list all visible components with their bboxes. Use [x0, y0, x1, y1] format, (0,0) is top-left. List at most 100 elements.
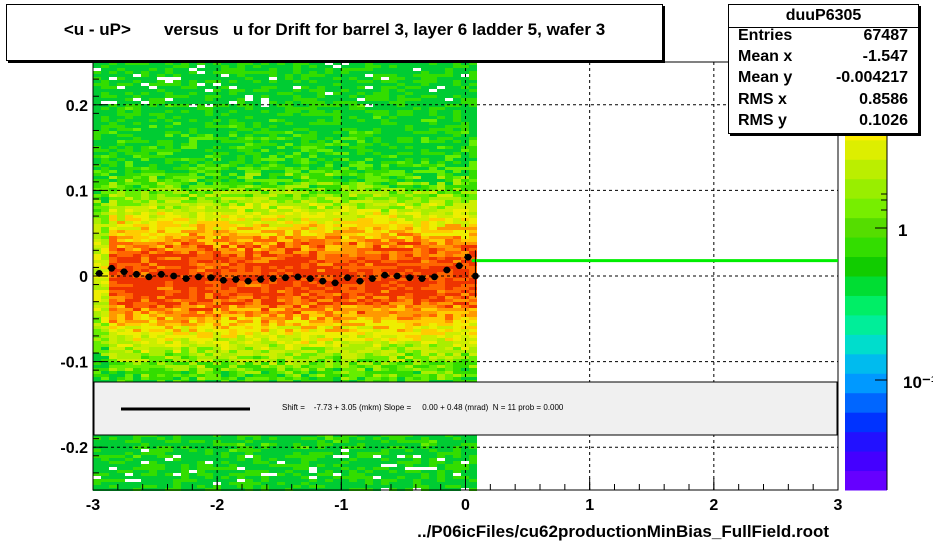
heat-cell — [365, 272, 373, 275]
heat-cell — [389, 278, 397, 281]
heat-cell — [389, 95, 397, 98]
heat-cell — [317, 296, 325, 299]
heat-cell — [141, 71, 149, 74]
heat-cell — [453, 299, 461, 302]
heat-cell — [277, 83, 285, 86]
heat-cell — [349, 335, 357, 338]
heat-cell — [93, 335, 101, 338]
heat-cell — [245, 347, 253, 350]
heat-cell — [397, 68, 405, 71]
heat-cell — [373, 317, 381, 320]
heat-cell — [149, 374, 157, 377]
heat-cell — [469, 68, 477, 71]
heat-cell — [317, 317, 325, 320]
heat-cell — [437, 233, 445, 236]
heat-cell — [181, 365, 189, 368]
heat-cell — [357, 185, 365, 188]
heat-cell — [373, 110, 381, 113]
heat-cell — [165, 209, 173, 212]
heat-cell — [181, 239, 189, 242]
heat-cell — [141, 188, 149, 191]
heat-cell — [197, 224, 205, 227]
heat-cell — [205, 308, 213, 311]
heat-cell — [237, 338, 245, 341]
heat-cell — [341, 179, 349, 182]
heat-cell — [117, 161, 125, 164]
heat-cell — [421, 128, 429, 131]
heat-cell — [325, 98, 333, 101]
heat-cell — [245, 92, 253, 95]
heat-cell — [389, 74, 397, 77]
heat-cell — [429, 191, 437, 194]
heat-cell — [109, 272, 117, 275]
heat-cell — [469, 206, 477, 209]
heat-cell — [181, 266, 189, 269]
heat-cell — [373, 161, 381, 164]
heat-cell — [165, 128, 173, 131]
heat-cell — [125, 209, 133, 212]
heat-cell — [469, 122, 477, 125]
heat-cell — [357, 74, 365, 77]
heat-cell — [181, 104, 189, 107]
heat-cell — [413, 218, 421, 221]
heat-cell — [141, 338, 149, 341]
heat-cell — [453, 191, 461, 194]
heat-cell — [469, 254, 477, 257]
heat-cell — [157, 134, 165, 137]
heat-cell — [365, 251, 373, 254]
heat-cell — [445, 254, 453, 257]
heat-cell — [301, 131, 309, 134]
heat-cell — [405, 368, 413, 371]
heat-cell — [133, 65, 141, 68]
heat-cell — [357, 182, 365, 185]
heat-cell — [141, 191, 149, 194]
heat-cell — [133, 101, 141, 104]
heat-cell — [253, 167, 261, 170]
heat-cell — [229, 140, 237, 143]
heat-cell — [397, 101, 405, 104]
heat-cell — [309, 230, 317, 233]
heat-cell — [165, 83, 173, 86]
heat-cell — [461, 65, 469, 68]
heat-cell — [277, 128, 285, 131]
heat-cell — [101, 299, 109, 302]
heat-cell — [189, 359, 197, 362]
heat-cell — [469, 161, 477, 164]
heat-cell — [469, 188, 477, 191]
heat-cell — [365, 269, 373, 272]
heat-cell — [397, 62, 405, 65]
heat-cell — [397, 71, 405, 74]
heat-cell — [333, 245, 341, 248]
heat-cell — [453, 209, 461, 212]
heat-cell — [453, 146, 461, 149]
heat-cell — [189, 353, 197, 356]
heat-cell — [349, 149, 357, 152]
heat-cell — [421, 329, 429, 332]
heat-cell — [197, 155, 205, 158]
heat-cell — [325, 257, 333, 260]
heat-cell — [453, 359, 461, 362]
heat-cell — [109, 308, 117, 311]
heat-cell — [253, 227, 261, 230]
heat-cell — [429, 311, 437, 314]
heat-cell — [181, 188, 189, 191]
heat-cell — [101, 74, 109, 77]
heat-cell — [173, 197, 181, 200]
heat-cell — [309, 338, 317, 341]
heat-cell — [453, 236, 461, 239]
heat-cell — [445, 290, 453, 293]
heat-cell — [421, 308, 429, 311]
heat-cell — [405, 272, 413, 275]
heat-cell — [381, 146, 389, 149]
heat-cell — [381, 170, 389, 173]
heat-cell — [381, 182, 389, 185]
heat-cell — [397, 365, 405, 368]
heat-cell — [277, 194, 285, 197]
heat-cell — [469, 302, 477, 305]
heat-cell — [317, 209, 325, 212]
heat-cell — [109, 260, 117, 263]
heat-cell — [293, 293, 301, 296]
heat-cell — [285, 242, 293, 245]
heat-cell — [125, 95, 133, 98]
heat-cell — [461, 251, 469, 254]
